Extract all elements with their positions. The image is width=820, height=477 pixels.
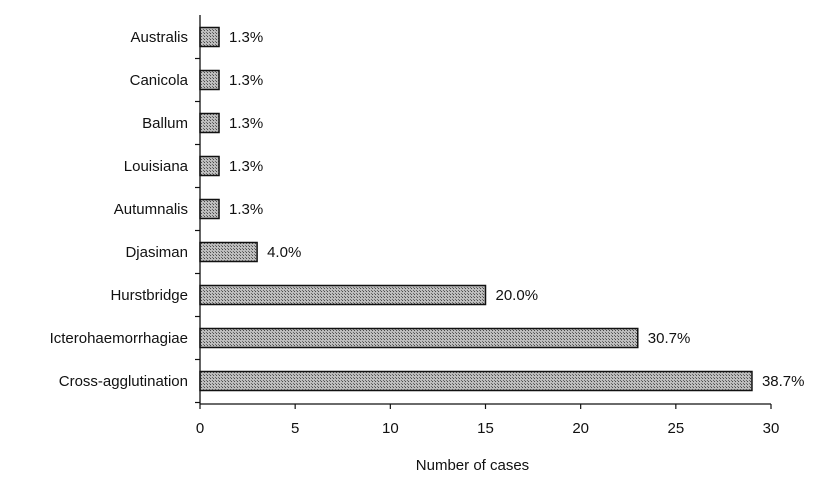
value-label: 4.0%	[267, 244, 301, 261]
value-label: 1.3%	[229, 72, 263, 89]
category-label: Autumnalis	[114, 201, 188, 218]
category-labels: Australis Canicola Ballum Louisiana Autumnal…	[50, 29, 189, 390]
x-tick-label: 5	[291, 420, 299, 437]
x-tick-label: 20	[572, 420, 589, 437]
bars-group	[195, 26, 753, 404]
value-labels: 1.3% 1.3% 1.3% 1.3% 1.3% 4.0% 20.0% 30.7% 38.7%	[229, 29, 804, 390]
x-tick-label: 25	[667, 420, 684, 437]
x-tick-label: 0	[196, 420, 204, 437]
bar-icterohaemorrhagiae	[199, 327, 639, 349]
bar-autumnalis	[199, 198, 220, 220]
bar-australis	[199, 26, 220, 48]
value-label: 1.3%	[229, 115, 263, 132]
bar-ballum	[199, 112, 220, 134]
x-tick-label: 15	[477, 420, 494, 437]
bar-louisiana	[199, 155, 220, 177]
category-label: Hurstbridge	[110, 287, 188, 304]
value-label: 1.3%	[229, 29, 263, 46]
value-label: 30.7%	[648, 330, 691, 347]
x-tick-label: 30	[763, 420, 780, 437]
value-label: 38.7%	[762, 373, 805, 390]
value-label: 1.3%	[229, 158, 263, 175]
category-label: Ballum	[142, 115, 188, 132]
x-tick-label: 10	[382, 420, 399, 437]
category-label: Djasiman	[125, 244, 188, 261]
value-label: 20.0%	[496, 287, 539, 304]
category-label: Icterohaemorrhagiae	[50, 330, 188, 347]
category-label: Cross-agglutination	[59, 373, 188, 390]
category-label: Louisiana	[124, 158, 189, 175]
x-axis-ticks: 0 5 10 15 20 25 30	[196, 404, 780, 437]
value-label: 1.3%	[229, 201, 263, 218]
bar-cross-agglutination	[199, 370, 753, 392]
bar-canicola	[199, 69, 220, 91]
category-label: Australis	[130, 29, 188, 46]
bar-djasiman	[199, 241, 258, 263]
x-axis-title: Number of cases	[416, 457, 529, 474]
category-label: Canicola	[130, 72, 189, 89]
bar-hurstbridge	[199, 284, 487, 306]
